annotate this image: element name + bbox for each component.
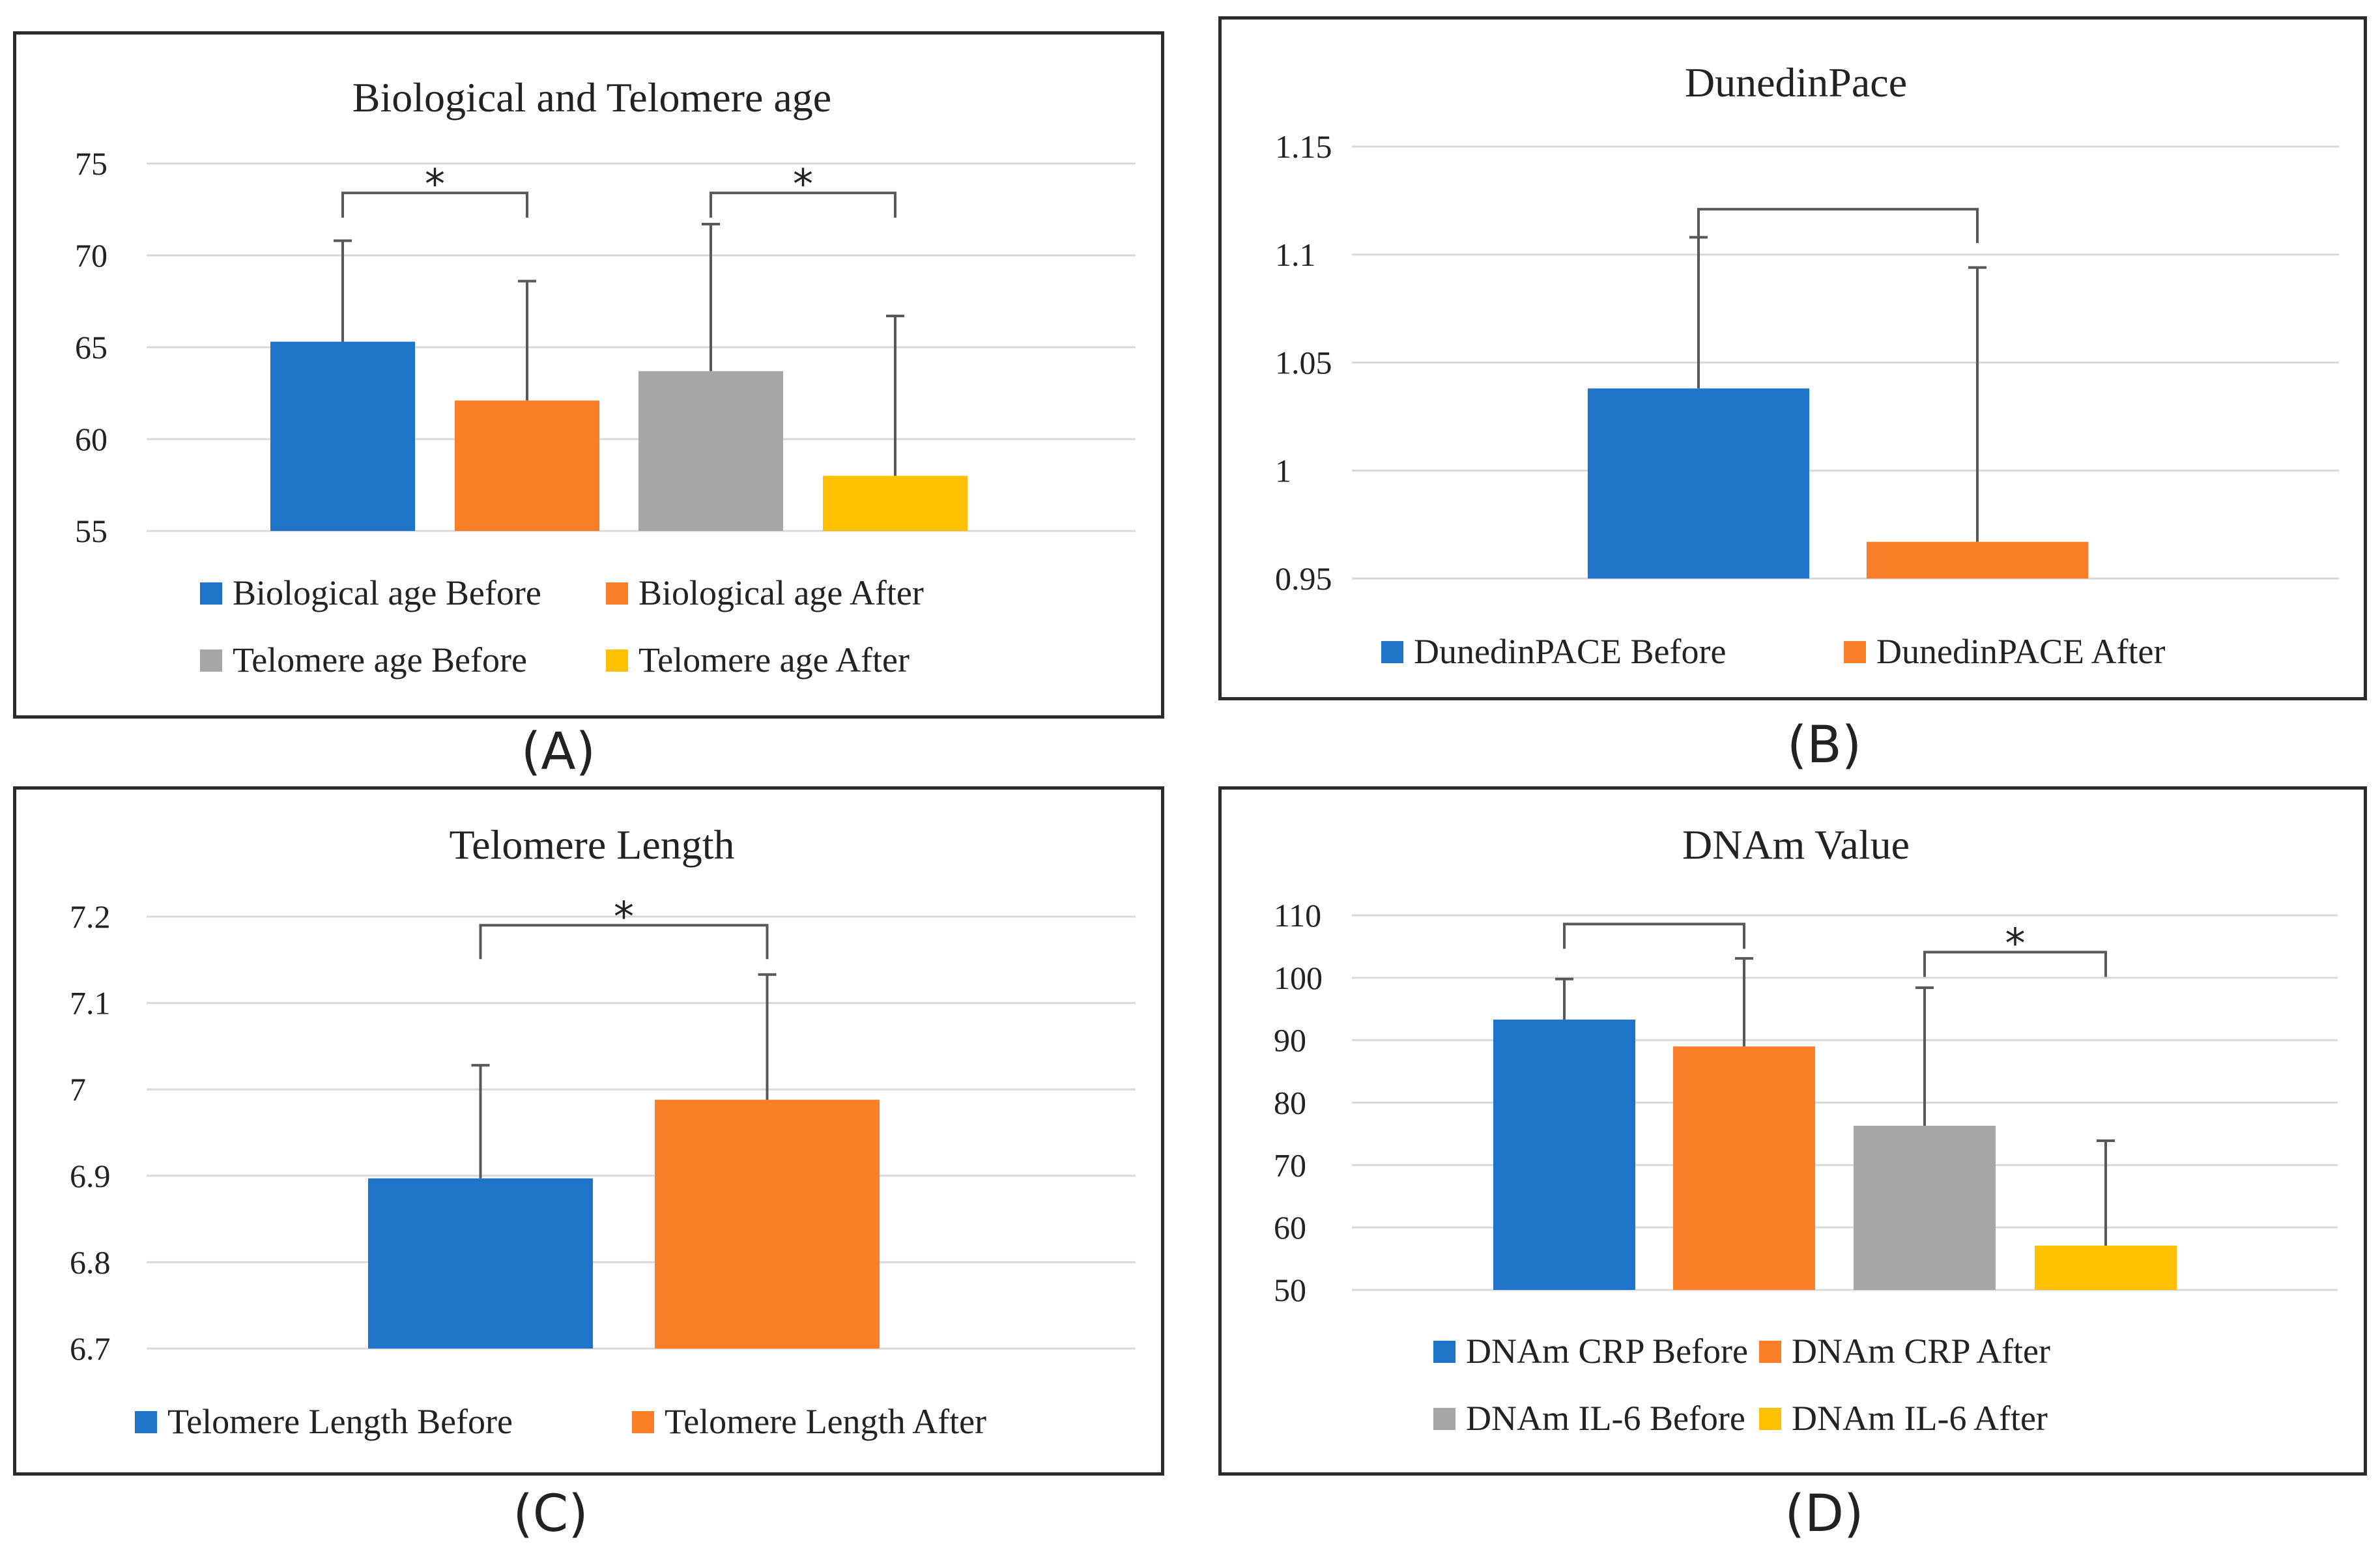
bar-dnam-il-6-after [2035, 1245, 2177, 1290]
chart-title: Telomere Length [450, 822, 735, 868]
significance-bracket [1563, 922, 1745, 949]
y-tick-label: 80 [1274, 1085, 1306, 1121]
legend-swatch [606, 582, 628, 605]
y-tick-label: 100 [1274, 960, 1323, 996]
legend-label: Biological age Before [233, 573, 541, 612]
y-tick-label: 50 [1274, 1272, 1306, 1308]
y-tick-label: 55 [75, 513, 108, 549]
y-tick-label: 7.1 [70, 985, 111, 1022]
legend-swatch [1433, 1408, 1455, 1430]
y-tick-label: 1.1 [1275, 236, 1316, 273]
y-tick-label: 6.9 [70, 1158, 111, 1194]
y-tick-label: 75 [75, 145, 108, 182]
chart-title: Biological and Telomere age [352, 74, 831, 121]
y-tick-label: 90 [1274, 1022, 1306, 1059]
y-tick-label: 60 [1274, 1209, 1306, 1246]
chart-c: Telomere Length 7.2 7.1 7 6.9 6.8 6.7 * Telomere… [70, 822, 1136, 1441]
legend-label: DNAm CRP After [1792, 1332, 2050, 1371]
y-tick-label: 70 [75, 237, 108, 274]
legend-label: DNAm IL-6 Before [1466, 1399, 1745, 1438]
significance-bracket [479, 924, 769, 960]
y-tick-label: 60 [75, 421, 108, 457]
significance-bracket [341, 192, 528, 218]
bar-dnam-il-6-before [1854, 1125, 1996, 1290]
bar-dunedinpace-before [1588, 388, 1809, 579]
bar-dnam-crp-after [1673, 1046, 1815, 1290]
significance-star: * [425, 160, 445, 208]
significance-bracket [1697, 208, 1979, 244]
chart-a: Biological and Telomere age 75 70 65 60 55 * * B… [75, 74, 1136, 679]
legend-label: Telomere age Before [233, 640, 527, 679]
significance-star: * [793, 160, 813, 208]
panel-label-d: (D) [1785, 1485, 1864, 1543]
legend-swatch [200, 650, 222, 672]
y-tick-label: 65 [75, 329, 108, 365]
legend-label: Telomere Length After [665, 1402, 986, 1441]
legend-swatch [1381, 641, 1403, 663]
legend-swatch [1759, 1341, 1781, 1363]
legend-label: Telomere age After [638, 640, 910, 679]
bar-biological-age-before [270, 341, 415, 531]
legend-label: DunedinPACE Before [1414, 632, 1726, 671]
y-tick-label: 7.2 [70, 898, 111, 935]
significance-star: * [614, 893, 634, 940]
significance-bracket [1923, 951, 2107, 977]
panel-label-b: (B) [1786, 716, 1862, 775]
y-tick-label: 110 [1274, 897, 1321, 934]
chart-title: DunedinPace [1685, 59, 1907, 106]
panel-label-a: (A) [521, 722, 596, 781]
y-tick-label: 1 [1275, 452, 1291, 489]
y-tick-label: 70 [1274, 1147, 1306, 1183]
y-tick-label: 6.7 [70, 1330, 111, 1367]
panel-d: DNAm Value 110 100 90 80 70 60 50 * DNAm CRP Befo… [1218, 786, 2367, 1476]
significance-star: * [2005, 920, 2026, 967]
bar-dnam-crp-before [1493, 1020, 1635, 1290]
legend-swatch [200, 582, 222, 605]
bar-telomere-age-after [823, 476, 968, 531]
legend-swatch [1433, 1341, 1455, 1363]
y-tick-label: 1.15 [1275, 128, 1332, 165]
panel-label-c: (C) [513, 1485, 588, 1543]
legend-label: DNAm IL-6 After [1792, 1399, 2048, 1438]
legend-swatch [632, 1411, 654, 1433]
panel-b: DunedinPace 1.15 1.1 1.05 1 0.95 DunedinPACE B… [1218, 16, 2367, 700]
bar-biological-age-after [455, 400, 599, 531]
legend-swatch [1844, 641, 1866, 663]
panel-c: Telomere Length 7.2 7.1 7 6.9 6.8 6.7 * Telomere… [13, 786, 1164, 1476]
y-tick-label: 7 [70, 1071, 86, 1108]
y-tick-label: 1.05 [1275, 345, 1332, 381]
chart-title: DNAm Value [1682, 822, 1910, 868]
y-tick-label: 6.8 [70, 1244, 111, 1280]
y-tick-label: 0.95 [1275, 560, 1332, 597]
legend-swatch [135, 1411, 157, 1433]
bar-telomere-age-before [638, 371, 783, 531]
bar-dunedinpace-after [1867, 541, 2088, 579]
legend-swatch [606, 650, 628, 672]
legend-label: DNAm CRP Before [1466, 1332, 1748, 1371]
chart-b: DunedinPace 1.15 1.1 1.05 1 0.95 DunedinPACE B… [1275, 59, 2339, 671]
legend-label: Telomere Length Before [167, 1402, 513, 1441]
legend-swatch [1759, 1408, 1781, 1430]
significance-bracket [710, 192, 896, 218]
bar-telomere-length-after [655, 1100, 880, 1349]
panel-a: Biological and Telomere age 75 70 65 60 55 * * B… [13, 31, 1164, 719]
legend-label: DunedinPACE After [1876, 632, 2166, 671]
chart-d: DNAm Value 110 100 90 80 70 60 50 * DNAm CRP Befo… [1274, 822, 2338, 1438]
legend-label: Biological age After [638, 573, 924, 612]
bar-telomere-length-before [368, 1178, 593, 1349]
